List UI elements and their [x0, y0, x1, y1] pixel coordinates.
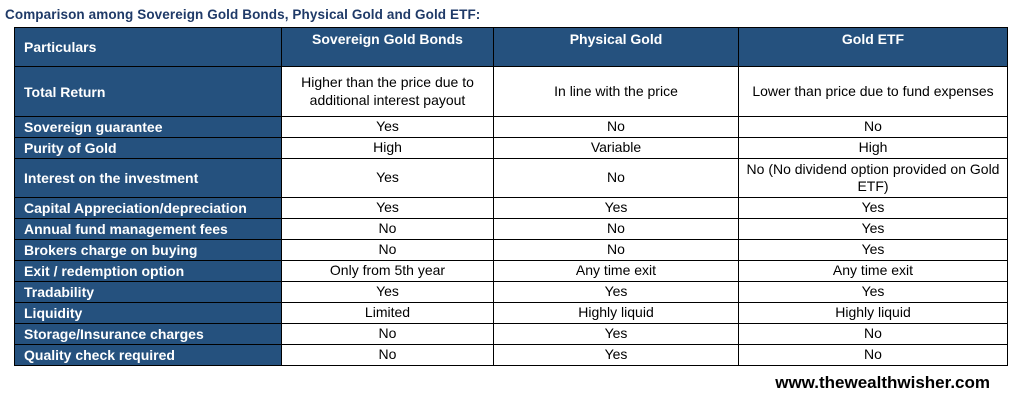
row-label: Sovereign guarantee: [14, 116, 282, 138]
table-cell: Yes: [738, 281, 1008, 303]
table-row: Annual fund management fees No No Yes: [14, 218, 1008, 240]
table-row: Liquidity Limited Highly liquid Highly liqu…: [14, 302, 1008, 324]
table-cell: Any time exit: [493, 260, 739, 282]
table-row: Sovereign guarantee Yes No No: [14, 116, 1008, 138]
table-row: Storage/Insurance charges No Yes No: [14, 323, 1008, 345]
table-row: Total Return Higher than the price due to…: [14, 66, 1008, 117]
row-label: Annual fund management fees: [14, 218, 282, 240]
row-label: Capital Appreciation/depreciation: [14, 197, 282, 219]
table-cell: Yes: [281, 281, 494, 303]
table-row: Quality check required No Yes No: [14, 344, 1008, 366]
table-row: Purity of Gold High Variable High: [14, 137, 1008, 159]
table-cell: No: [493, 218, 739, 240]
table-cell: No (No dividend option provided on Gold …: [738, 158, 1008, 198]
table-cell: Yes: [738, 197, 1008, 219]
table-cell: High: [281, 137, 494, 159]
row-label: Total Return: [14, 66, 282, 117]
row-label: Liquidity: [14, 302, 282, 324]
table-cell: No: [738, 116, 1008, 138]
table-cell: Highly liquid: [493, 302, 739, 324]
table-cell: In line with the price: [493, 66, 739, 117]
table-row: Tradability Yes Yes Yes: [14, 281, 1008, 303]
table-row: Exit / redemption option Only from 5th ye…: [14, 260, 1008, 282]
table-row: Capital Appreciation/depreciation Yes Yes Y…: [14, 197, 1008, 219]
table-cell: No: [738, 323, 1008, 345]
table-cell: Any time exit: [738, 260, 1008, 282]
website-text: www.thewealthwisher.com: [775, 373, 990, 392]
table-cell: Yes: [738, 239, 1008, 261]
page-title: Comparison among Sovereign Gold Bonds, P…: [5, 7, 481, 22]
table-cell: Higher than the price due to additional …: [281, 66, 494, 117]
row-label: Interest on the investment: [14, 158, 282, 198]
row-label: Storage/Insurance charges: [14, 323, 282, 345]
row-label: Tradability: [14, 281, 282, 303]
table-cell: Yes: [281, 158, 494, 198]
column-header: Sovereign Gold Bonds: [281, 27, 494, 67]
table-cell: No: [281, 239, 494, 261]
table-cell: Variable: [493, 137, 739, 159]
table-cell: Yes: [281, 116, 494, 138]
table-cell: No: [281, 323, 494, 345]
column-header: Gold ETF: [738, 27, 1008, 67]
table-cell: Yes: [493, 323, 739, 345]
table-cell: Yes: [493, 344, 739, 366]
table-cell: Highly liquid: [738, 302, 1008, 324]
column-header-particulars: Particulars: [14, 27, 282, 67]
table-cell: Limited: [281, 302, 494, 324]
table-cell: Lower than price due to fund expenses: [738, 66, 1008, 117]
table-cell: Yes: [493, 197, 739, 219]
table-cell: Only from 5th year: [281, 260, 494, 282]
column-header: Physical Gold: [493, 27, 739, 67]
table-cell: Yes: [281, 197, 494, 219]
table-cell: No: [493, 116, 739, 138]
row-label: Purity of Gold: [14, 137, 282, 159]
table-cell: Yes: [738, 218, 1008, 240]
row-label: Quality check required: [14, 344, 282, 366]
table-cell: Yes: [493, 281, 739, 303]
comparison-table: Particulars Sovereign Gold Bonds Physical …: [14, 27, 1008, 366]
table-cell: No: [281, 344, 494, 366]
table-header: Particulars Sovereign Gold Bonds Physical …: [14, 27, 1008, 67]
table-cell: No: [493, 239, 739, 261]
table-row: Interest on the investment Yes No No (No di…: [14, 158, 1008, 198]
row-label: Exit / redemption option: [14, 260, 282, 282]
table-row: Brokers charge on buying No No Yes: [14, 239, 1008, 261]
table-cell: No: [493, 158, 739, 198]
table-cell: High: [738, 137, 1008, 159]
table-body: Total Return Higher than the price due to…: [14, 66, 1008, 366]
table-cell: No: [738, 344, 1008, 366]
header-row: Particulars Sovereign Gold Bonds Physical …: [14, 27, 1008, 67]
row-label: Brokers charge on buying: [14, 239, 282, 261]
table-cell: No: [281, 218, 494, 240]
